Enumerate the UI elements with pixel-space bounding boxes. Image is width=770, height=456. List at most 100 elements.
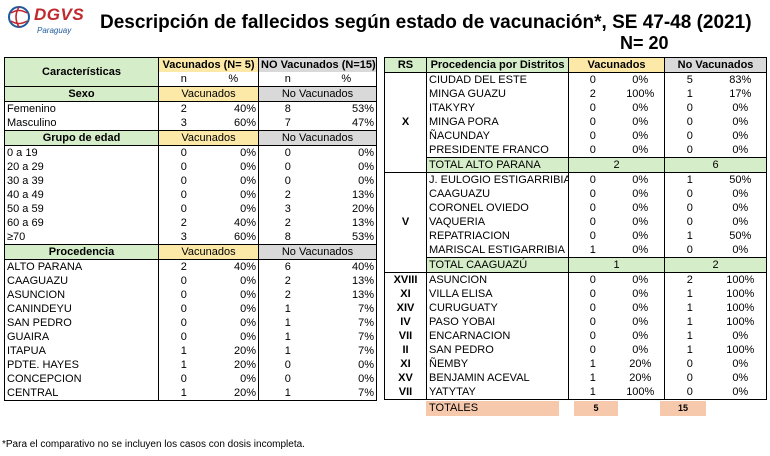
novac-percent: 0% bbox=[714, 187, 768, 201]
vac-percent: 0% bbox=[632, 215, 649, 228]
vac-percent: 0% bbox=[240, 202, 257, 215]
novac-count: 0 bbox=[664, 129, 715, 143]
vac-count: 0 bbox=[158, 145, 209, 160]
vac-percent: 0% bbox=[632, 201, 649, 214]
header-row: Características Vacunados (N= 5) NO Vacuna… bbox=[4, 57, 378, 87]
novac-count: 8 bbox=[258, 101, 317, 116]
dgvs-logo: DGVS Paraguay bbox=[4, 2, 84, 42]
table-row: XVIII ASUNCION 0 0% 2 100% bbox=[384, 272, 768, 287]
vac-percent: 100% bbox=[616, 385, 665, 400]
subheader-row: n% n% bbox=[5, 72, 378, 87]
vac-count: 0 bbox=[158, 274, 209, 288]
novac-percent: 100% bbox=[714, 287, 768, 301]
row-label: GUAIRA bbox=[4, 330, 159, 344]
novac-count: 2 bbox=[258, 216, 317, 230]
novac-count: 0 bbox=[664, 215, 715, 229]
district-name: ITAKYRY bbox=[426, 101, 569, 115]
novac-percent: 13% bbox=[316, 288, 378, 302]
rs-header: RS bbox=[384, 57, 427, 73]
vac-count: 0 bbox=[158, 372, 209, 386]
district-name: ÑEMBY bbox=[426, 357, 569, 371]
novac-pct-header: % bbox=[316, 72, 378, 87]
table-row: ALTO PARANA 2 40% 6 40% bbox=[4, 259, 378, 274]
page-title: Descripción de fallecidos según estado d… bbox=[100, 12, 752, 33]
totales-vacunados: 5 bbox=[574, 401, 618, 416]
district-name: CIUDAD DEL ESTE bbox=[426, 72, 569, 87]
total-novac: 6 bbox=[664, 157, 768, 173]
vac-count: 0 bbox=[568, 72, 617, 87]
vac-percent: 0% bbox=[632, 129, 649, 142]
districts-table: RS Procedencia por Distritos Vacunados No V… bbox=[384, 57, 768, 400]
row-label: Masculino bbox=[4, 116, 159, 131]
table-row: XIV CURUGUATY 0 0% 1 100% bbox=[384, 301, 768, 315]
district-name: BENJAMIN ACEVAL bbox=[426, 371, 569, 385]
vac-count: 0 bbox=[568, 215, 617, 229]
district-name: CURUGUATY bbox=[426, 301, 569, 315]
vac-percent: 20% bbox=[629, 357, 652, 370]
totales-label: TOTALES bbox=[426, 401, 559, 416]
district-header: Procedencia por Distritos bbox=[426, 57, 569, 73]
table-row: V J. EULOGIO ESTIGARRIBIA 0 0% 1 50% bbox=[384, 172, 768, 273]
vac-count: 0 bbox=[568, 187, 617, 201]
header-row: RS Procedencia por Distritos Vacunados No V… bbox=[384, 57, 768, 73]
district-name: PASO YOBAI bbox=[426, 315, 569, 329]
novac-count: 1 bbox=[664, 315, 715, 329]
vac-pct-header: % bbox=[208, 72, 259, 87]
vac-percent: 0% bbox=[632, 101, 649, 114]
vac-percent: 0% bbox=[632, 143, 649, 156]
district-name: CORONEL OVIEDO bbox=[426, 201, 569, 215]
table-row: ASUNCION 0 0% 2 13% bbox=[4, 288, 378, 302]
table-row: 60 a 69 2 40% 2 13% bbox=[4, 216, 378, 230]
total-novac: 2 bbox=[664, 257, 768, 273]
table-row: IV PASO YOBAI 0 0% 1 100% bbox=[384, 315, 768, 329]
table-row: Femenino 2 40% 8 53% bbox=[4, 101, 378, 116]
vac-count: 0 bbox=[158, 330, 209, 344]
vac-percent: 0% bbox=[240, 160, 257, 173]
vac-count: 2 bbox=[568, 87, 617, 101]
district-name: ASUNCION bbox=[426, 272, 569, 287]
novac-count: 2 bbox=[664, 272, 715, 287]
vac-count: 1 bbox=[568, 243, 617, 258]
novac-percent: 0% bbox=[316, 372, 378, 386]
globe-icon bbox=[8, 6, 30, 28]
table-row: ITAKYRY 0 0% 0 0% bbox=[385, 101, 768, 115]
novac-count: 7 bbox=[258, 116, 317, 131]
novac-percent: 0% bbox=[714, 143, 768, 158]
novac-percent: 0% bbox=[714, 243, 768, 258]
novac-count: 0 bbox=[664, 371, 715, 385]
novac-count: 1 bbox=[258, 316, 317, 330]
row-label: 50 a 59 bbox=[4, 202, 159, 216]
district-name: MARISCAL ESTIGARRIBIA bbox=[426, 243, 569, 258]
section-title: Sexo bbox=[4, 86, 159, 102]
vac-percent: 0% bbox=[632, 173, 649, 186]
rs-code: V bbox=[384, 172, 427, 273]
novac-count: 2 bbox=[258, 274, 317, 288]
novac-percent: 13% bbox=[316, 274, 378, 288]
vac-count: 2 bbox=[158, 259, 209, 274]
unvaccinated-header: No Vacunados bbox=[664, 57, 768, 73]
table-row: CAAGUAZU 0 0% 2 13% bbox=[4, 274, 378, 288]
district-name: SAN PEDRO bbox=[426, 343, 569, 357]
row-label: ≥70 bbox=[4, 230, 159, 245]
logo-subtext: Paraguay bbox=[37, 26, 72, 35]
table-row: VAQUERIA 0 0% 0 0% bbox=[385, 215, 768, 229]
section-title: Procedencia bbox=[4, 244, 159, 260]
novac-count: 5 bbox=[664, 72, 715, 87]
table-row: XI ÑEMBY 1 20% 0 0% bbox=[384, 357, 768, 371]
table-row: MARISCAL ESTIGARRIBIA 1 0% 0 0% bbox=[385, 243, 768, 258]
novac-count: 0 bbox=[258, 174, 317, 188]
novac-percent: 7% bbox=[316, 316, 378, 330]
novac-count: 1 bbox=[664, 172, 715, 187]
novac-count: 1 bbox=[664, 301, 715, 315]
table-row: VII YATYTAY 1 100% 0 0% bbox=[384, 385, 768, 400]
novac-count: 2 bbox=[258, 288, 317, 302]
row-label: ALTO PARANA bbox=[4, 259, 159, 274]
vac-count: 0 bbox=[158, 160, 209, 174]
vac-percent: 100% bbox=[626, 87, 655, 100]
vac-count: 0 bbox=[568, 329, 617, 343]
vac-percent: 0% bbox=[240, 146, 257, 159]
table-row: 30 a 39 0 0% 0 0% bbox=[4, 174, 378, 188]
vac-percent: 0% bbox=[632, 229, 649, 242]
novac-percent: 100% bbox=[714, 301, 768, 315]
vac-count: 0 bbox=[568, 343, 617, 357]
